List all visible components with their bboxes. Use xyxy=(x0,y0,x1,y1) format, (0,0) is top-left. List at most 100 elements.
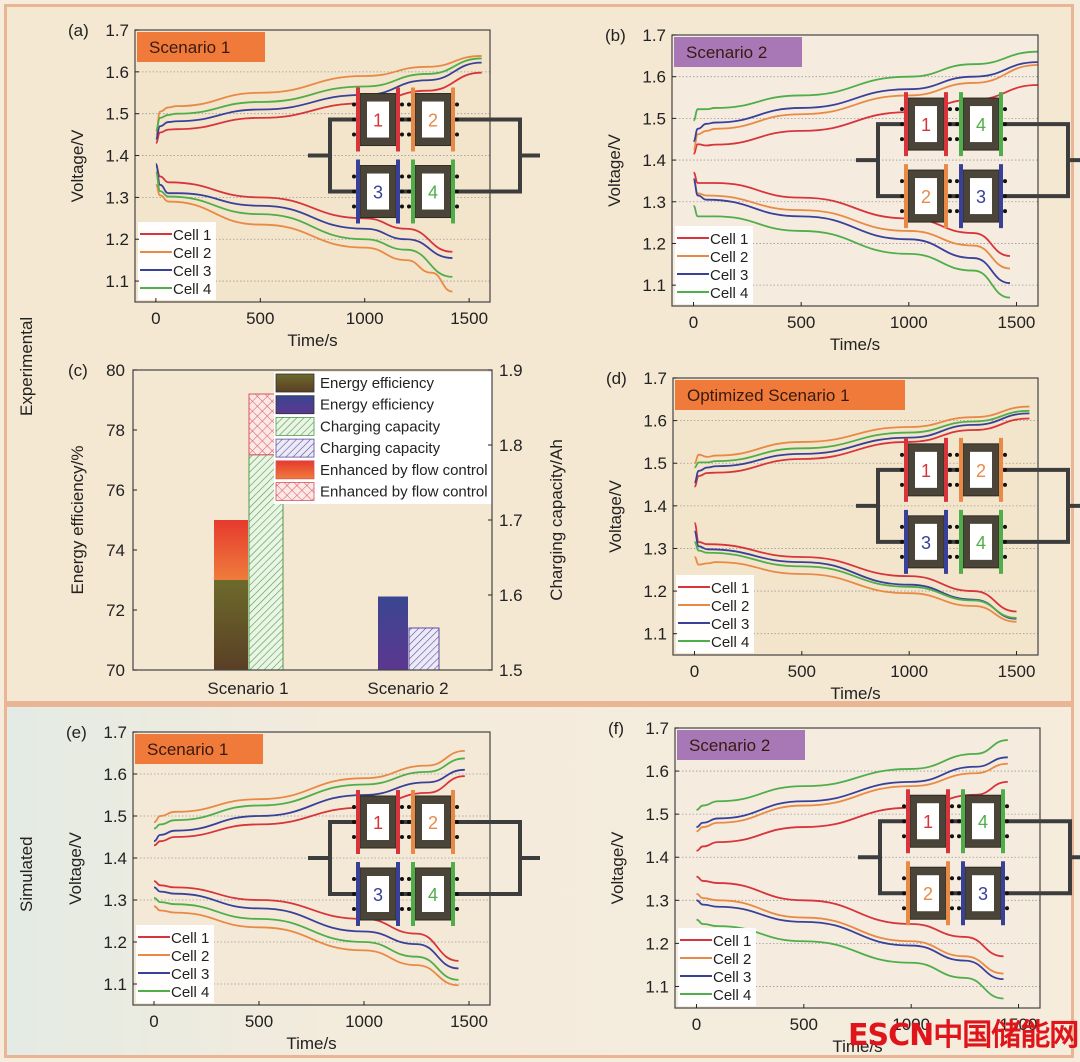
cell-port xyxy=(900,209,904,214)
cell-port xyxy=(407,132,411,137)
legend-label: Cell 3 xyxy=(711,616,749,633)
x-tick-label: 1000 xyxy=(345,1012,383,1031)
y-tick-label: 1.7 xyxy=(643,369,667,388)
series-cell-2-charge xyxy=(694,405,1030,465)
y-tick-label: 76 xyxy=(106,481,125,500)
cell-port xyxy=(455,835,459,839)
y-axis-title: Voltage/V xyxy=(608,831,627,904)
cell-port xyxy=(455,892,459,896)
inset-cell-2: 2 xyxy=(900,164,952,229)
plot-frame xyxy=(672,377,1039,656)
cell-port xyxy=(900,539,904,544)
cell-window xyxy=(367,173,389,210)
cell-port xyxy=(950,891,954,896)
inset-cell-1: 1 xyxy=(900,92,952,157)
cell-port xyxy=(955,137,959,142)
cell-window xyxy=(917,803,939,840)
cell-port xyxy=(1005,804,1009,809)
panel-label: (b) xyxy=(605,26,626,45)
cell-port xyxy=(1003,554,1007,559)
cell-port xyxy=(455,174,459,179)
cell-port xyxy=(407,907,411,911)
cell-port xyxy=(948,539,952,544)
y-axis-title: Voltage/V xyxy=(68,129,87,202)
cell-number: 4 xyxy=(428,885,438,905)
series-cell-1-discharge xyxy=(155,165,453,253)
series-cell-4-discharge xyxy=(696,918,1004,1000)
inset-cell-3: 3 xyxy=(900,509,952,574)
y-tick-label: 1.6 xyxy=(642,68,666,87)
legend-swatch xyxy=(275,460,315,480)
watermark: ESCN中国储能网 xyxy=(848,1018,1079,1053)
series-cell-2-discharge xyxy=(153,905,459,987)
y-tick-label: 1.4 xyxy=(642,151,666,170)
cell-port xyxy=(957,891,961,896)
y-tick-label: 80 xyxy=(106,361,125,380)
cell-port xyxy=(955,482,959,487)
cell-port xyxy=(400,820,404,824)
cell-window xyxy=(367,876,389,912)
cell-port xyxy=(957,876,961,881)
scenario-tag xyxy=(135,734,263,764)
cell-window xyxy=(915,106,937,143)
y-tick-label: 1.5 xyxy=(105,105,129,124)
cell-port xyxy=(957,819,961,824)
cell-port xyxy=(900,179,904,184)
cell-port xyxy=(948,137,952,142)
y-tick-label: 1.3 xyxy=(642,193,666,212)
legend-label: Energy efficiency xyxy=(320,397,434,414)
cell-window xyxy=(970,178,992,215)
panel-label: (c) xyxy=(68,361,88,380)
cell-port xyxy=(455,805,459,809)
x-tick-label: 1000 xyxy=(890,313,928,332)
series-cell-1-charge xyxy=(155,71,482,144)
cell-port xyxy=(455,189,459,194)
scenario-tag-label: Scenario 2 xyxy=(689,736,770,755)
cell-window xyxy=(915,523,937,560)
bar-charging-capacity-scenario-1 xyxy=(248,454,284,671)
inset-cell-1: 1 xyxy=(900,437,952,502)
x-tick-label: 500 xyxy=(790,1015,818,1034)
scenario-tag xyxy=(674,37,802,67)
series-cell-3-charge xyxy=(153,768,465,843)
cell-window xyxy=(970,451,992,488)
cell-port xyxy=(352,877,356,881)
series-cell-2-charge xyxy=(692,64,1039,151)
legend-label: Cell 4 xyxy=(173,281,211,298)
cell-port xyxy=(957,834,961,839)
cell-port xyxy=(900,452,904,457)
y-tick-label: 1.2 xyxy=(642,234,666,253)
cell-port xyxy=(455,820,459,824)
y-tick-label: 1.1 xyxy=(105,272,129,291)
circuit-wire xyxy=(328,820,350,896)
cell-port xyxy=(902,891,906,896)
circuit-wire xyxy=(878,819,900,896)
y-tick-label: 1.4 xyxy=(643,497,667,516)
x-tick-label: 1500 xyxy=(450,1012,488,1031)
y-axis-title: Energy efficiency/% xyxy=(68,446,87,595)
series-cell-4-discharge xyxy=(694,541,1017,619)
inset-cell-4: 4 xyxy=(407,862,459,926)
cell-port xyxy=(407,174,411,179)
cell-port xyxy=(955,554,959,559)
inset-cell-4: 4 xyxy=(955,509,1007,574)
y-tick-label: 1.7 xyxy=(103,723,127,742)
legend-label: Cell 3 xyxy=(173,263,211,280)
cell-port xyxy=(948,179,952,184)
cell-port xyxy=(948,122,952,127)
cell-port xyxy=(455,117,459,122)
cell-port xyxy=(1003,482,1007,487)
series-cell-4-charge xyxy=(696,739,1008,811)
cell-port xyxy=(352,835,356,839)
cell-port xyxy=(900,467,904,472)
inset-cell-2: 2 xyxy=(955,437,1007,502)
inset-cell-3: 3 xyxy=(957,861,1009,926)
y-tick-label: 1.5 xyxy=(103,807,127,826)
legend-label: Cell 2 xyxy=(711,598,749,615)
legend-label: Cell 2 xyxy=(171,948,209,965)
cell-number: 4 xyxy=(976,115,986,135)
y-tick-label: 1.5 xyxy=(642,109,666,128)
cell-number: 1 xyxy=(373,111,383,131)
